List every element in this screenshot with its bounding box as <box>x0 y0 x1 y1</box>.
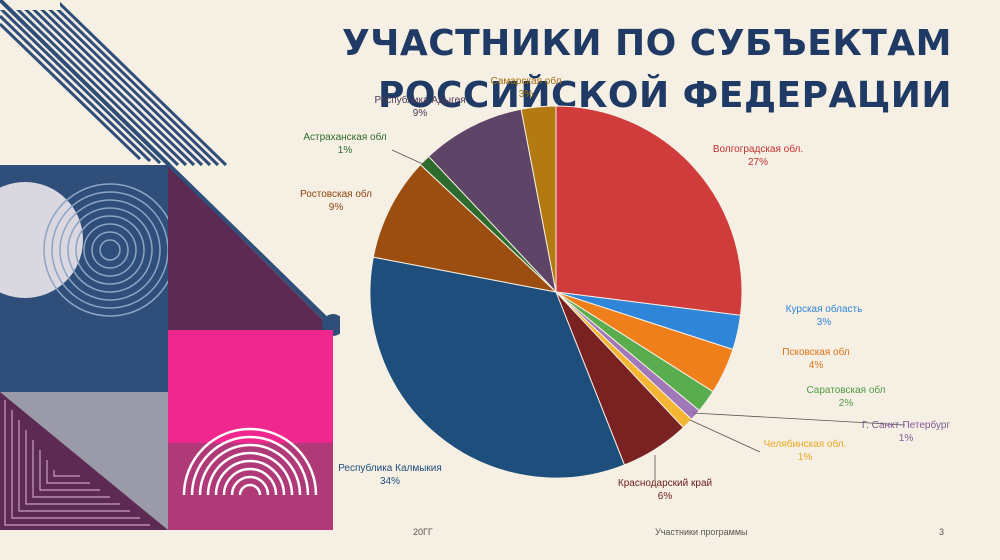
slice-label: Краснодарский край <box>618 478 712 489</box>
slice-label: Республика Адыгея <box>374 94 465 106</box>
slice-label: Саратовская обл <box>806 384 885 396</box>
slice-value-label: 9% <box>413 108 428 119</box>
slice-label: Г. Санкт-Петербург <box>862 419 951 431</box>
slice-value-label: 3% <box>817 317 832 328</box>
footer-caption: Участники программы <box>655 527 748 537</box>
slice-value-label: 1% <box>798 452 813 463</box>
gray-circle <box>0 182 83 298</box>
leader-line <box>689 419 761 453</box>
slice-label: Волгоградская обл. <box>713 143 803 155</box>
slice-label: Астраханская обл <box>303 131 387 143</box>
plum-striped-triangle <box>0 392 168 530</box>
leader-line <box>391 149 426 166</box>
slide-title: УЧАСТНИКИ ПО СУБЪЕКТАМ РОССИЙСКОЙ ФЕДЕРАЦ… <box>342 23 952 116</box>
pie-slice <box>427 108 557 294</box>
slice-value-label: 4% <box>809 360 824 371</box>
pie-slice <box>555 105 743 316</box>
diagonal-stripes-pattern <box>0 0 228 167</box>
chevron-stripes-pattern <box>4 400 150 526</box>
leader-line <box>692 412 906 426</box>
slice-label: Ростовская обл <box>300 188 372 200</box>
footer-date: 20ГГ <box>413 527 433 537</box>
pie-slice <box>369 256 626 479</box>
pie-slice <box>520 105 557 293</box>
slice-value-label: 34% <box>380 476 400 487</box>
page-number: 3 <box>939 527 945 537</box>
slice-value-label: 27% <box>748 157 768 168</box>
slice-label: Республика Калмыкия <box>338 462 442 474</box>
concentric-rings-pattern <box>43 183 177 317</box>
navy-band <box>0 330 168 392</box>
slice-label: Самарская обл <box>491 75 562 87</box>
slice-value-label: 3% <box>519 89 534 100</box>
slice-value-label: 9% <box>329 202 344 213</box>
slice-value-label: 2% <box>839 398 854 409</box>
decorative-art <box>0 0 340 530</box>
slice-label: Челябинская обл. <box>764 438 847 450</box>
slice-label: Псковская обл <box>782 346 850 358</box>
slice-label: Курская область <box>786 303 863 315</box>
slice-value-label: 1% <box>338 145 353 156</box>
slice-value-label: 1% <box>899 433 914 444</box>
pink-panel <box>168 330 333 443</box>
pie-slice <box>372 163 558 293</box>
slice-value-label: 6% <box>658 491 673 502</box>
